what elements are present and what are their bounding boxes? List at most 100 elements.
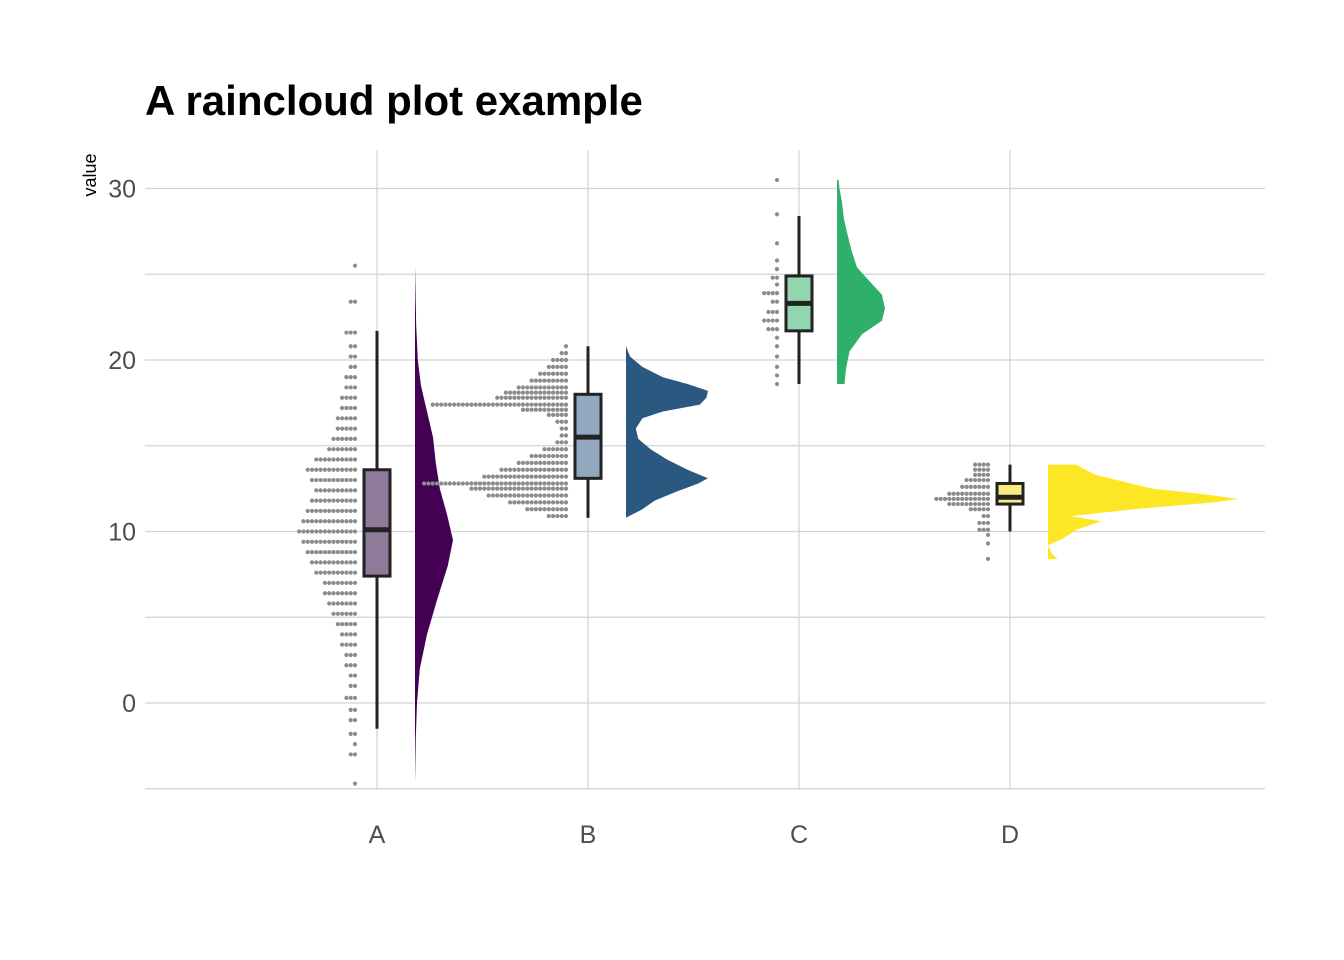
rain-dot-B	[551, 460, 556, 465]
rain-dot-B	[559, 364, 564, 369]
rain-dot-B	[533, 500, 539, 505]
rain-dot-A	[340, 622, 345, 627]
rain-dot-A	[344, 529, 349, 534]
rain-dot-A	[344, 632, 349, 637]
rain-dot-B	[499, 467, 504, 472]
rain-dot-A	[352, 752, 358, 757]
rain-dot-A	[344, 375, 349, 380]
rain-dot-B	[559, 390, 564, 395]
rain-dot-B	[542, 407, 547, 412]
rain-dot-B	[551, 447, 556, 452]
rain-dot-A	[348, 622, 353, 627]
rain-dot-B	[460, 402, 465, 407]
rain-dot-B	[546, 395, 551, 400]
rain-dot-B	[525, 486, 530, 491]
rain-dot-D	[985, 527, 991, 532]
rain-dot-B	[559, 395, 564, 400]
rain-dot-B	[563, 453, 569, 459]
rain-dot-A	[348, 498, 353, 503]
rain-dot-D	[981, 467, 986, 472]
rain-dot-B	[551, 357, 556, 363]
rain-dot-A	[352, 467, 358, 472]
rain-dot-B	[555, 481, 560, 486]
rain-dot-B	[538, 395, 543, 400]
rain-dot-A	[344, 385, 349, 390]
rain-dot-A	[340, 395, 345, 400]
rain-dot-A	[331, 539, 336, 544]
rain-dot-A	[331, 488, 336, 493]
rain-dot-C	[770, 318, 775, 323]
rain-dot-D	[973, 484, 978, 490]
rain-dot-A	[309, 508, 315, 514]
rain-dot-C	[774, 335, 780, 340]
rain-dot-A	[348, 477, 353, 483]
y-tick-label: 30	[108, 176, 136, 204]
rain-dot-C	[774, 327, 780, 332]
rain-dot-B	[516, 395, 521, 400]
rain-dot-A	[352, 742, 358, 747]
rain-dot-A	[327, 467, 332, 472]
rain-dot-B	[538, 407, 543, 412]
rain-dot-B	[533, 390, 539, 395]
rain-dot-A	[322, 498, 327, 503]
rain-dot-B	[525, 390, 530, 395]
rain-dot-B	[555, 378, 560, 383]
rain-dot-B	[542, 395, 547, 400]
rain-dot-A	[344, 508, 349, 514]
rain-dot-A	[344, 395, 349, 400]
rain-dot-A	[348, 652, 353, 658]
rain-dot-B	[434, 402, 440, 407]
rain-dot-A	[314, 508, 319, 514]
rain-dot-B	[516, 500, 521, 505]
rain-dot-A	[305, 519, 310, 524]
rain-dot-C	[774, 267, 780, 272]
rain-dot-B	[520, 407, 526, 412]
cloud-A	[415, 265, 453, 784]
rain-dot-B	[439, 481, 444, 486]
rain-dot-B	[520, 467, 526, 472]
rain-dot-A	[335, 426, 340, 431]
rain-dot-B	[555, 500, 560, 505]
rain-dot-D	[947, 491, 952, 496]
rain-dot-D	[973, 477, 978, 483]
rain-dot-C	[774, 212, 780, 217]
rain-dot-C	[774, 291, 780, 296]
rain-dot-A	[331, 560, 336, 565]
rain-dot-A	[318, 477, 323, 483]
rain-dot-B	[512, 467, 517, 472]
rain-dot-A	[301, 539, 306, 544]
rain-dot-D	[951, 491, 956, 496]
rain-dot-A	[322, 549, 327, 555]
rain-dot-B	[555, 357, 560, 363]
rain-dot-A	[331, 467, 336, 472]
rain-dot-D	[985, 507, 991, 512]
rain-dot-A	[314, 529, 319, 534]
rain-dot-A	[344, 642, 349, 647]
rain-dot-B	[495, 493, 500, 498]
rain-dot-B	[499, 474, 504, 479]
rain-dot-B	[533, 467, 539, 472]
rain-dot-C	[762, 291, 767, 296]
rain-dot-B	[559, 467, 564, 472]
rain-dot-B	[529, 395, 534, 400]
rain-dot-A	[327, 498, 332, 503]
rain-dot-B	[546, 486, 551, 491]
rain-dot-B	[563, 447, 569, 452]
rain-dot-A	[318, 498, 323, 503]
rain-dot-B	[508, 467, 513, 472]
rain-dot-D	[981, 484, 986, 490]
rain-dot-D	[981, 496, 986, 502]
rain-dot-B	[508, 474, 513, 479]
rain-dot-B	[486, 493, 491, 498]
rain-dot-B	[525, 481, 530, 486]
rain-dot-B	[508, 395, 513, 400]
rain-dot-A	[327, 508, 332, 514]
rain-dot-B	[525, 507, 530, 512]
rain-dot-A	[352, 683, 358, 688]
rain-dot-B	[520, 395, 526, 400]
rain-dot-A	[348, 344, 353, 349]
rain-dot-A	[331, 529, 336, 534]
rain-dot-B	[503, 395, 508, 400]
rain-dot-B	[542, 378, 547, 383]
